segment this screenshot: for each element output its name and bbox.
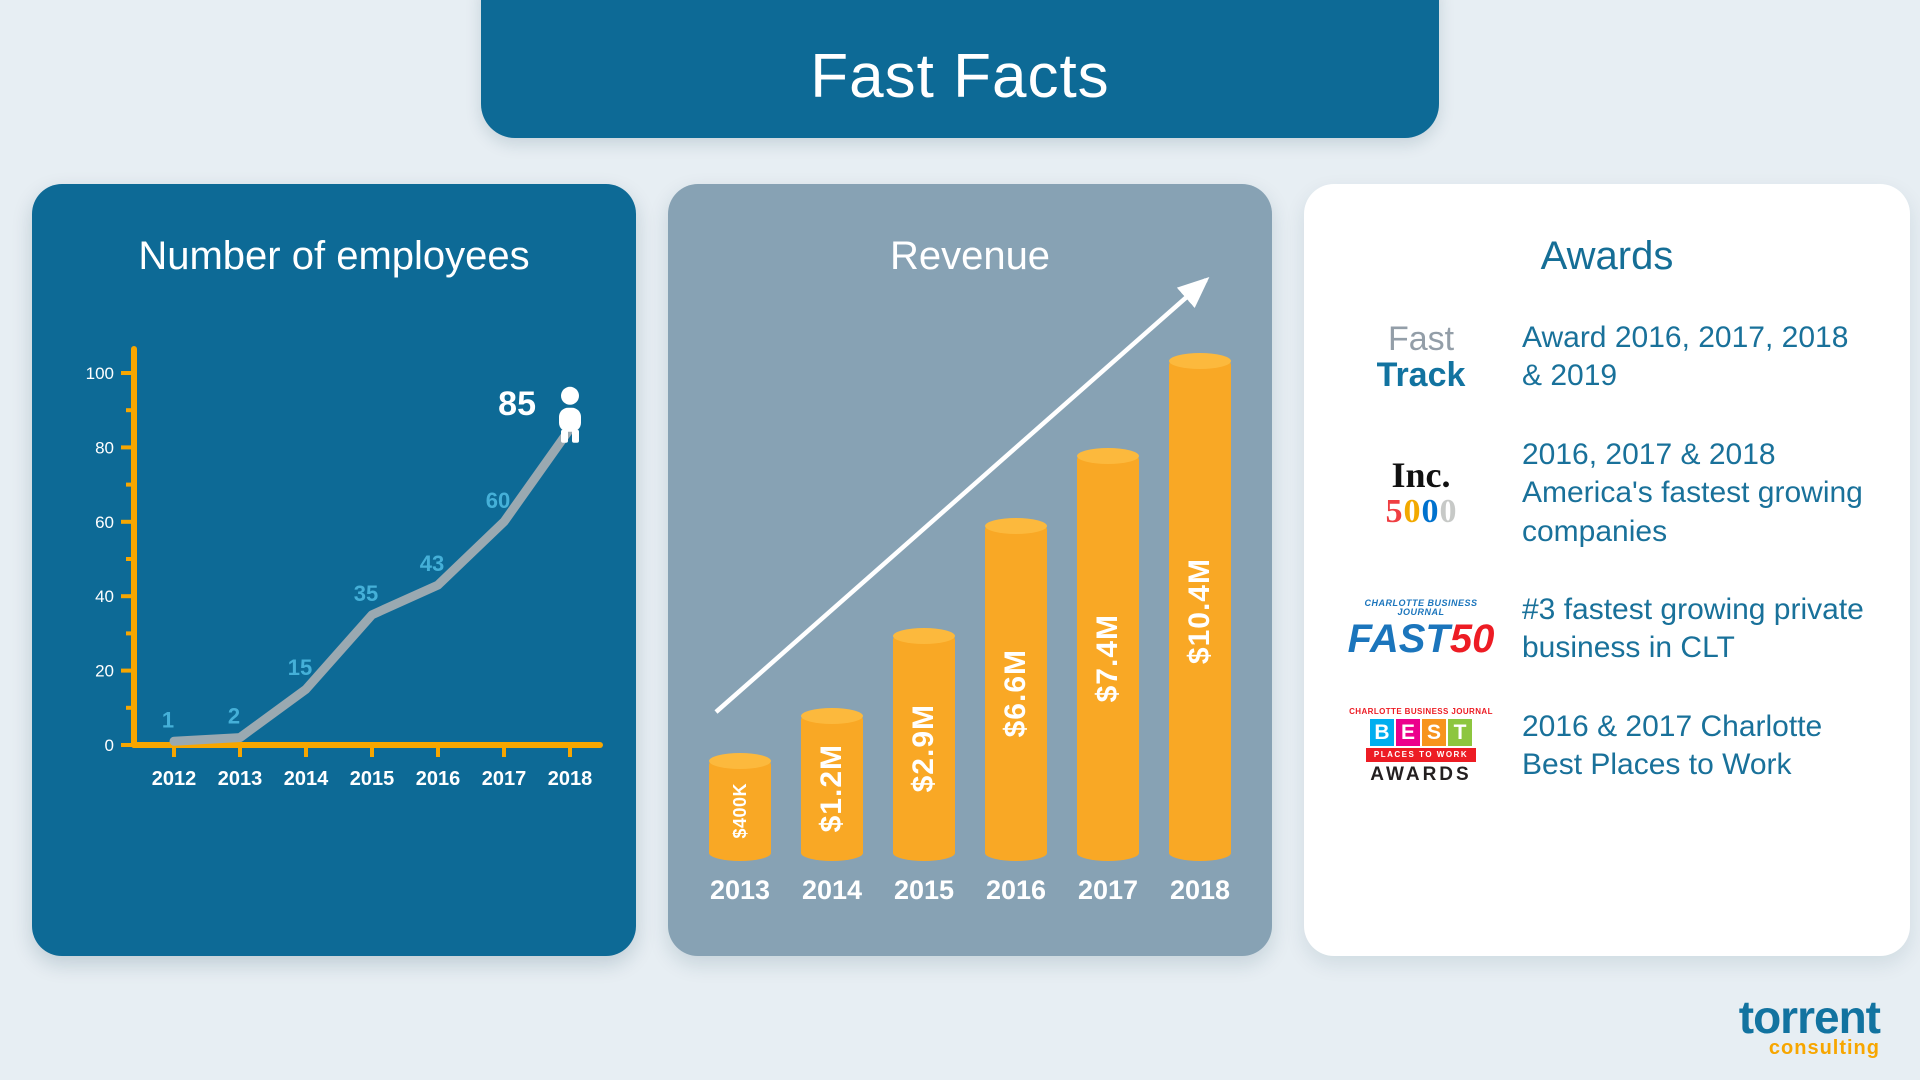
svg-text:60: 60 [486, 488, 510, 513]
svg-text:2015: 2015 [350, 768, 395, 790]
person-icon [559, 386, 581, 443]
bar-value-label: $7.4M [1091, 614, 1124, 703]
svg-text:80: 80 [95, 438, 114, 457]
page-title: Fast Facts [810, 42, 1110, 111]
award-text: 2016, 2017 & 2018 America's fastest grow… [1522, 437, 1863, 548]
award-text: 2016 & 2017 Charlotte Best Places to Wor… [1522, 709, 1823, 782]
cbj-fast-50-logo: CHARLOTTE BUSINESS JOURNAL FAST 50 [1347, 598, 1495, 662]
svg-text:20: 20 [95, 662, 114, 681]
cylinder-bar: $6.6M [985, 518, 1047, 861]
revenue-bar-2014: $1.2M 2014 [801, 708, 863, 906]
svg-text:43: 43 [420, 551, 444, 576]
award-row-inc-5000: Inc. 5 0 0 0 2016, 2017 & 2018 America's… [1346, 436, 1872, 551]
svg-text:85: 85 [498, 385, 536, 423]
svg-text:2013: 2013 [218, 768, 263, 790]
bar-value-label: $6.6M [999, 649, 1032, 738]
cylinder-bar: $7.4M [1077, 448, 1139, 861]
awards-panel: Awards Fast Track Award 2016, 2017, 2018… [1304, 184, 1910, 956]
svg-text:2018: 2018 [548, 768, 593, 790]
bar-year-label: 2017 [1077, 875, 1139, 905]
cbj-best-places-logo: CHARLOTTE BUSINESS JOURNAL B E S T PLACE… [1349, 707, 1493, 786]
torrent-logo: torrent consulting [1738, 991, 1881, 1059]
svg-text:35: 35 [354, 581, 378, 606]
brand-name: torrent [1738, 991, 1881, 1043]
bar-value-label: $400K [729, 783, 750, 839]
fast-track-logo: Fast Track [1376, 320, 1466, 395]
svg-text:2017: 2017 [482, 768, 527, 790]
revenue-panel: Revenue $400K 2013 $1.2M 2014 [668, 184, 1272, 956]
award-text: Award 2016, 2017, 2018 & 2019 [1522, 321, 1849, 393]
revenue-bar-2016: $6.6M 2016 [985, 518, 1047, 906]
bar-value-label: $2.9M [907, 704, 940, 793]
svg-text:2016: 2016 [416, 768, 461, 790]
revenue-bar-2017: $7.4M 2017 [1077, 448, 1139, 906]
title-banner: Fast Facts [481, 0, 1439, 138]
svg-text:40: 40 [95, 587, 114, 606]
bar-year-label: 2013 [709, 875, 771, 905]
svg-text:2014: 2014 [284, 768, 329, 790]
svg-text:100: 100 [86, 364, 114, 383]
award-row-fast-track: Fast Track Award 2016, 2017, 2018 & 2019 [1346, 319, 1872, 396]
svg-text:2: 2 [228, 704, 240, 729]
revenue-title: Revenue [889, 234, 1051, 278]
cylinder-bar: $2.9M [893, 628, 955, 861]
award-row-best-places: CHARLOTTE BUSINESS JOURNAL B E S T PLACE… [1346, 708, 1872, 785]
bar-year-label: 2015 [893, 875, 955, 905]
bar-year-label: 2016 [985, 875, 1047, 905]
svg-text:2012: 2012 [152, 768, 197, 790]
svg-text:1: 1 [162, 707, 174, 732]
employees-chart: 0 20 40 60 80 100 2012 2013 2014 2015 2016 2017 2018… [86, 346, 603, 790]
awards-list: Fast Track Award 2016, 2017, 2018 & 2019… [1304, 319, 1910, 785]
employees-panel: Number of employees 0 20 40 60 80 100 2012 2013… [32, 184, 636, 956]
cylinder-bar: $1.2M [801, 708, 863, 861]
svg-text:0: 0 [105, 736, 114, 755]
award-row-fast-50: CHARLOTTE BUSINESS JOURNAL FAST 50 #3 fas… [1346, 591, 1872, 668]
svg-text:15: 15 [288, 655, 312, 680]
awards-title: Awards [1540, 234, 1674, 278]
inc-5000-logo: Inc. 5 0 0 0 [1385, 455, 1457, 531]
bar-value-label: $1.2M [815, 744, 848, 833]
cylinder-bar: $10.4M [1169, 353, 1231, 861]
revenue-bar-2013: $400K 2013 [709, 753, 771, 906]
svg-text:60: 60 [95, 513, 114, 532]
bar-year-label: 2018 [1169, 875, 1231, 905]
revenue-bars: $400K 2013 $1.2M 2014 $2.9M 2015 $6.6M [668, 353, 1272, 906]
brand-subtitle: consulting [1768, 1037, 1880, 1059]
award-text: #3 fastest growing private business in C… [1522, 592, 1864, 665]
bar-value-label: $10.4M [1183, 557, 1216, 665]
revenue-bar-2018: $10.4M 2018 [1169, 353, 1231, 906]
revenue-bar-2015: $2.9M 2015 [893, 628, 955, 906]
bar-year-label: 2014 [801, 875, 863, 905]
cylinder-bar: $400K [709, 753, 771, 861]
employees-title: Number of employees [138, 234, 530, 278]
